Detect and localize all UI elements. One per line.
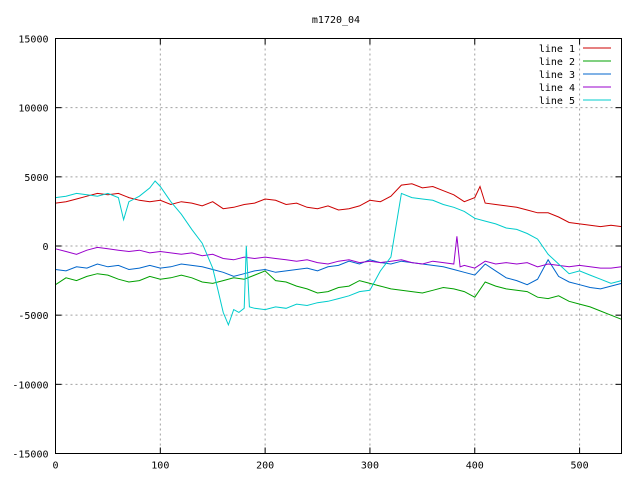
x-tick-label: 200 bbox=[256, 461, 274, 472]
series-group bbox=[55, 180, 622, 327]
y-tick-label: 0 bbox=[42, 242, 48, 253]
series-line-5 bbox=[55, 180, 622, 327]
legend-label: line 5 bbox=[539, 96, 575, 107]
series-line-3 bbox=[55, 258, 622, 290]
x-tick-label: 500 bbox=[571, 461, 589, 472]
axis-ticks: 0 100 200 300 400 500 -15000 -10000 -5000 0 5000 10… bbox=[12, 35, 622, 472]
y-tick-label: 10000 bbox=[18, 104, 48, 115]
legend: line 1 line 2 line 3 line 4 line 5 bbox=[539, 44, 611, 107]
x-tick-label: 100 bbox=[151, 461, 169, 472]
y-tick-label: 5000 bbox=[24, 173, 48, 184]
x-tick-label: 300 bbox=[361, 461, 379, 472]
x-tick-label: 0 bbox=[52, 461, 58, 472]
series-line-2 bbox=[55, 270, 622, 320]
y-tick-label: 15000 bbox=[18, 35, 48, 46]
x-tick-label: 400 bbox=[466, 461, 484, 472]
grid bbox=[55, 38, 622, 454]
series-line-1 bbox=[55, 183, 622, 228]
legend-label: line 2 bbox=[539, 57, 575, 68]
chart-title: m1720_04 bbox=[312, 15, 360, 26]
legend-label: line 1 bbox=[539, 44, 575, 55]
y-tick-label: -5000 bbox=[18, 311, 48, 322]
series-line-4 bbox=[55, 236, 622, 269]
y-tick-label: -15000 bbox=[12, 450, 48, 461]
legend-label: line 3 bbox=[539, 70, 575, 81]
y-tick-label: -10000 bbox=[12, 380, 48, 391]
legend-label: line 4 bbox=[539, 83, 575, 94]
